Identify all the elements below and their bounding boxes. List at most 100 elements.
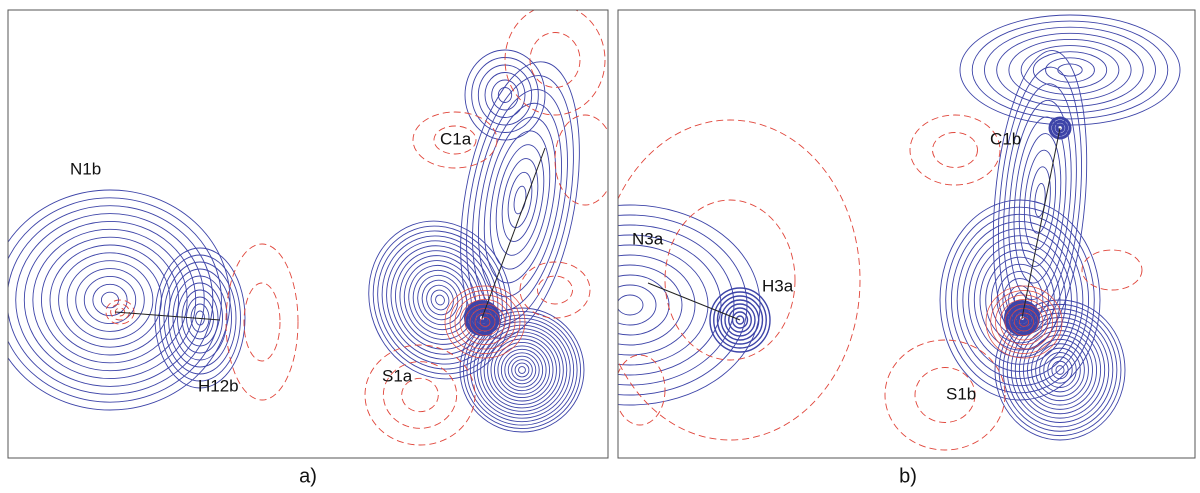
positive-contour [1032,51,1108,89]
positive-contour [83,275,137,325]
positive-contour [92,283,128,317]
positive-contour [469,317,575,423]
positive-contour [1013,116,1067,284]
positive-contour [1002,308,1118,432]
positive-contour [449,290,521,354]
positive-contour [477,64,533,126]
negative-contour [914,367,976,423]
positive-contour [472,88,568,312]
positive-contour [1039,347,1081,393]
panel-frame [617,9,1196,459]
positive-contour [1031,338,1089,402]
positive-contour [996,32,1144,108]
positive-contour [476,312,488,324]
positive-contour [32,228,188,372]
positive-contour [386,240,494,360]
positive-contour [1014,312,1034,332]
positive-contour [1051,119,1069,137]
positive-contour [484,72,526,118]
positive-contour [471,57,539,133]
positive-contour [490,338,554,402]
positive-contour [518,366,526,374]
positive-contour [985,285,1063,359]
atom-label: C1b [990,129,1021,148]
negative-contour [382,361,458,429]
positive-contour [1057,63,1083,77]
positive-contour [464,49,546,141]
contour-map-a [8,10,608,446]
positive-contour [501,158,539,242]
positive-contour [159,254,241,382]
positive-contour [100,291,120,309]
positive-contour [479,317,491,327]
positive-contour [464,300,500,336]
positive-contour [372,225,508,375]
positive-contour [1048,116,1072,140]
positive-contour [1055,365,1065,375]
contour-map-b [618,14,1181,451]
positive-contour [168,268,232,368]
positive-contour [474,312,496,332]
positive-contour [618,294,644,316]
positive-contour [75,268,145,332]
positive-contour [1020,45,1120,95]
atom-label: H12b [198,376,239,395]
positive-contour [8,197,222,403]
positive-contour [395,250,485,350]
positive-contour [995,294,1053,350]
positive-contour [1008,99,1072,301]
bond-line [1021,127,1061,319]
positive-contour [945,206,1095,394]
positive-contour [962,228,1078,372]
positive-contour [1055,123,1065,133]
positive-contour [421,279,459,321]
positive-contour [66,260,154,340]
positive-contour [462,310,582,430]
positive-contour [480,328,564,412]
atom-label: S1b [946,384,976,403]
positive-contour [1027,334,1093,406]
positive-contour [618,254,696,356]
positive-contour [408,265,472,335]
panel-caption: a) [299,465,317,487]
positive-contour [181,289,219,347]
negative-contour [110,303,130,321]
negative-contour [519,261,591,319]
positive-contour [381,235,499,365]
positive-contour [163,261,237,375]
positive-contour [172,275,228,361]
positive-contour [435,294,445,306]
atom-label: S1a [382,366,413,385]
positive-contour [430,289,450,311]
positive-contour [724,303,756,337]
positive-contour [735,315,745,325]
positive-contour [511,359,533,381]
negative-contour [529,32,581,88]
positive-contour [15,213,205,387]
positive-contour [998,303,1122,437]
positive-contour [1022,330,1098,410]
positive-contour [618,244,709,366]
negative-contour [618,119,861,441]
negative-contour [664,199,796,361]
positive-contour [1010,317,1110,423]
positive-contour [1045,57,1095,83]
positive-contour [1018,317,1030,327]
positive-contour [1014,321,1106,419]
positive-contour [464,303,506,341]
atom-label: N3a [632,229,664,248]
positive-contour [177,282,223,354]
bond-line [114,311,221,321]
negative-contour [401,377,439,413]
positive-contour [58,252,162,348]
positive-contour [454,294,516,350]
atom-label: N1b [70,159,101,178]
positive-contour [500,348,544,392]
positive-contour [720,299,760,341]
positive-contour [489,130,551,270]
positive-contour [731,311,749,329]
positive-contour [1018,325,1102,415]
positive-contour [713,291,767,349]
positive-contour [377,230,503,370]
bond-line [481,147,546,319]
